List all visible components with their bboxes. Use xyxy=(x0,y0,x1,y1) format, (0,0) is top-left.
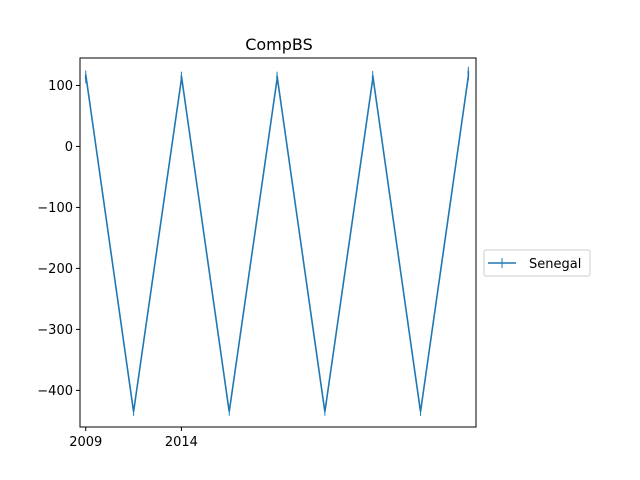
series-layer xyxy=(84,66,470,416)
y-tick-label: 0 xyxy=(65,140,73,155)
x-tick-label: 2014 xyxy=(165,435,198,450)
y-tick-label: −100 xyxy=(37,201,73,216)
legend-box xyxy=(483,249,591,277)
x-axis: 2009 2014 xyxy=(69,427,198,450)
plot-frame xyxy=(79,57,477,428)
x-tick-label: 2009 xyxy=(69,435,102,450)
y-tick-label: −200 xyxy=(37,262,73,277)
legend-entry-senegal: Senegal xyxy=(529,257,581,272)
y-tick-label: 100 xyxy=(48,79,73,94)
y-tick-label: −400 xyxy=(37,384,73,399)
y-axis: 100 0 −100 −200 −300 −400 xyxy=(37,79,80,399)
axes: 2009 2014 100 0 −100 −200 −300 −400 xyxy=(37,57,477,450)
y-tick-label: −300 xyxy=(37,323,73,338)
series-line-senegal xyxy=(84,70,470,412)
legend: Senegal xyxy=(483,249,591,277)
chart-title: CompBS xyxy=(245,35,313,54)
